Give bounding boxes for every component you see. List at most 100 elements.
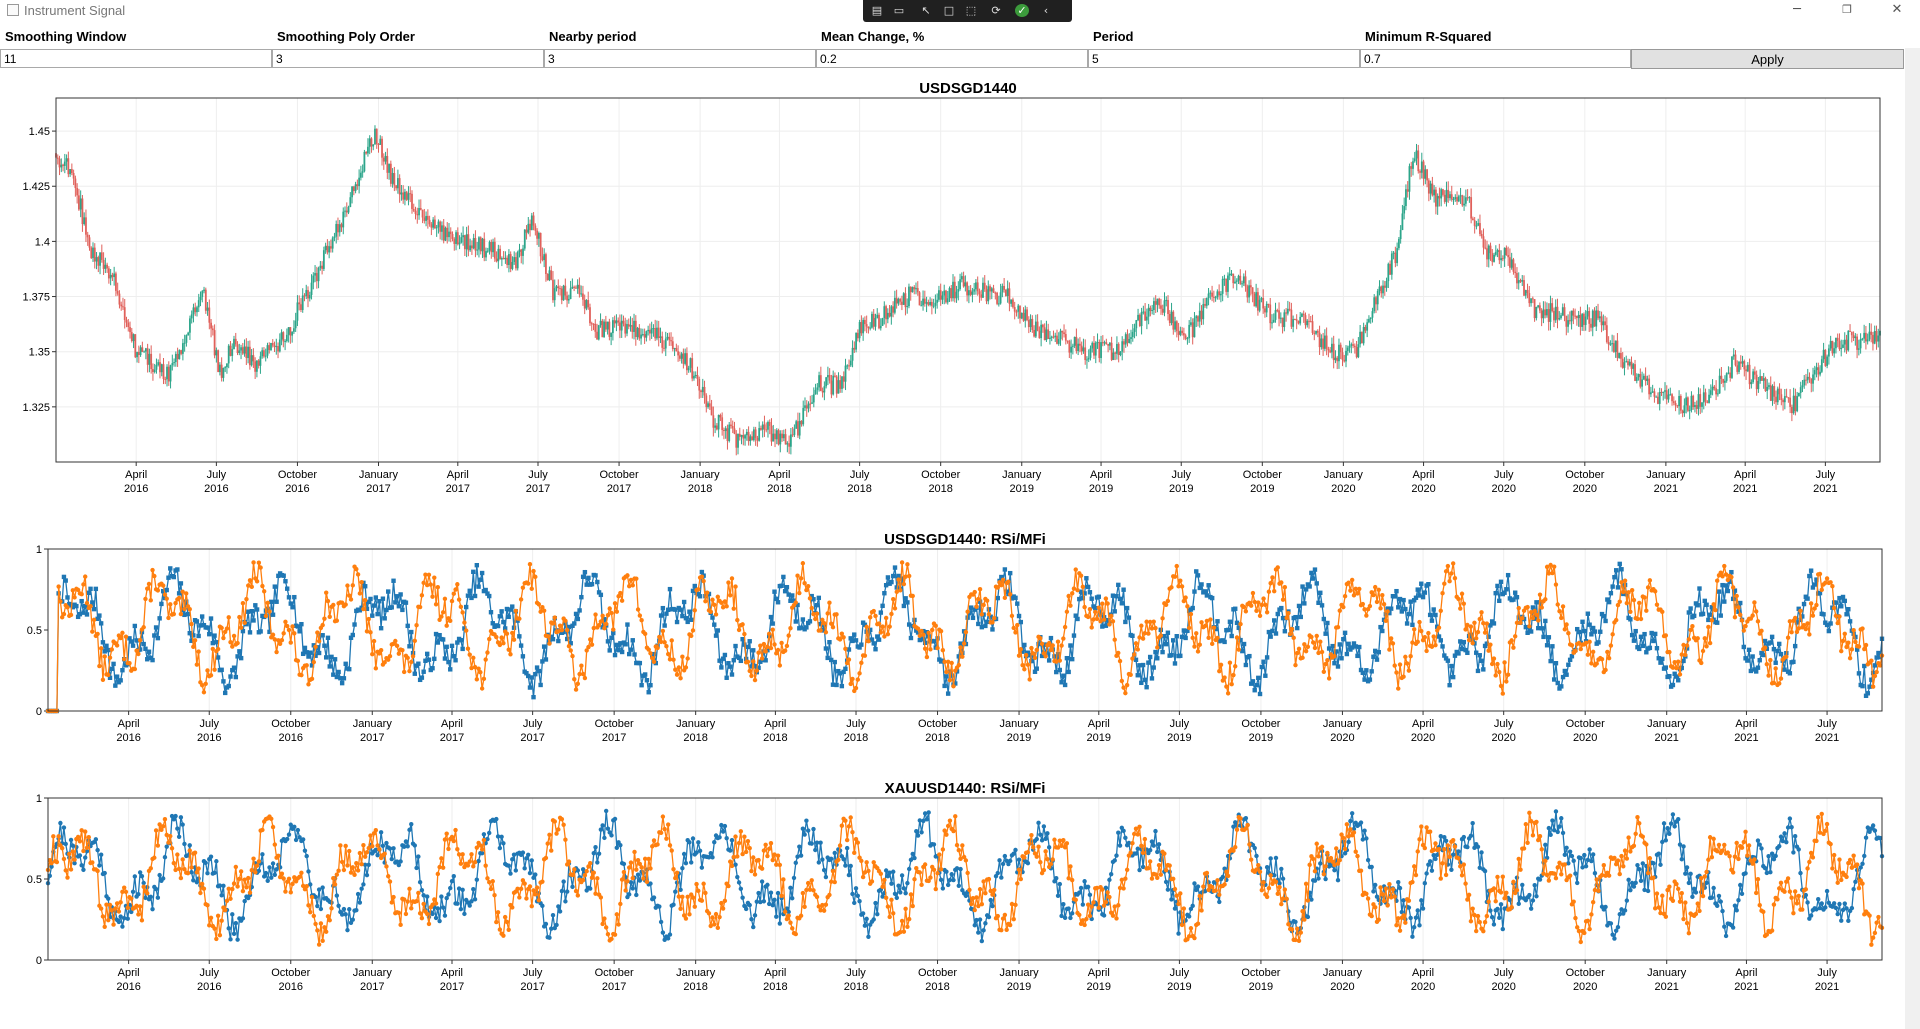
display-layout-icon[interactable]: □ [943, 4, 955, 17]
series-point [339, 600, 345, 605]
series-point [1505, 672, 1511, 677]
candle-body [724, 428, 727, 432]
series-point [735, 874, 740, 880]
collapse-icon[interactable]: ‹ [1043, 4, 1049, 17]
check-icon[interactable]: ✓ [1015, 4, 1029, 17]
candle-body [786, 443, 789, 445]
series-point [1250, 590, 1256, 596]
apply-button[interactable]: Apply [1631, 49, 1904, 69]
series-point [779, 640, 784, 646]
series-point [715, 628, 721, 633]
series-point [690, 628, 696, 633]
series-point [974, 604, 979, 609]
smoothing-window-input[interactable] [0, 49, 272, 68]
series-point [1218, 662, 1224, 668]
candle-body [1526, 290, 1529, 294]
series-point [231, 931, 237, 936]
hot-reload-icon[interactable]: ⟳ [991, 4, 1001, 17]
series-point [758, 643, 763, 648]
candle-body [1472, 218, 1474, 221]
series-point [393, 600, 398, 605]
series-point [788, 885, 793, 891]
y-tick-label: 1.45 [29, 126, 50, 138]
candle-body [1605, 325, 1608, 343]
candle-body [141, 347, 144, 352]
series-point [1303, 648, 1309, 654]
series-point [1842, 631, 1847, 636]
series-point [536, 602, 542, 607]
series-point [798, 853, 804, 858]
series-point [295, 624, 301, 629]
series-point [531, 694, 536, 700]
candle-body [694, 374, 697, 376]
debug-toolbar: ▤ ▭ ↖ □ ⬚ ⟳ ✓ ‹ [863, 0, 1072, 22]
series-point [362, 597, 368, 603]
candle-body [971, 291, 974, 295]
series-point [198, 623, 203, 628]
series-point [113, 683, 118, 688]
series-point [743, 906, 749, 912]
x-tick-label: 2017 [360, 732, 384, 743]
video-icon[interactable]: ▭ [893, 4, 905, 17]
restore-button[interactable]: ❐ [1842, 3, 1852, 16]
series-point [648, 651, 653, 656]
series-point [1032, 669, 1038, 674]
candle-body [1642, 375, 1645, 380]
series-point [463, 628, 469, 633]
series-point [1071, 586, 1077, 591]
x-tick-label: October [1241, 718, 1280, 730]
series-point [1642, 631, 1647, 637]
series-point [882, 591, 887, 596]
candle-body [1790, 406, 1793, 414]
series-point [1734, 593, 1739, 599]
mean-change-input[interactable] [816, 49, 1088, 68]
series-point [185, 611, 191, 617]
series-point [1725, 588, 1731, 594]
candle-body [1551, 303, 1554, 311]
series-point [410, 654, 416, 659]
candle-body [1197, 316, 1199, 322]
series-point [1716, 589, 1722, 594]
series-point [1146, 631, 1151, 636]
series-point [1025, 662, 1031, 667]
smoothing-poly-order-input[interactable] [272, 49, 544, 68]
candle-body [1405, 189, 1407, 207]
candle-body [999, 292, 1002, 304]
series-point [1479, 658, 1484, 664]
candle-body [1290, 309, 1293, 327]
nearby-period-input[interactable] [544, 49, 816, 68]
series-point [1124, 682, 1130, 688]
series-point [708, 851, 713, 856]
select-element-icon[interactable]: ↖ [921, 4, 931, 17]
candle-body [226, 363, 228, 368]
period-input[interactable] [1088, 49, 1360, 68]
series-point [1179, 634, 1185, 640]
live-tree-icon[interactable]: ▤ [871, 4, 883, 17]
series-point [928, 647, 933, 652]
series-point [1863, 693, 1869, 699]
series-point [233, 674, 239, 680]
series-point [751, 659, 756, 664]
series-point [1808, 568, 1814, 573]
candle-body [1323, 335, 1326, 349]
series-point [619, 598, 625, 603]
series-point [1628, 609, 1633, 615]
candle-body [120, 304, 123, 307]
series-point [315, 903, 320, 909]
candle-body [1475, 225, 1478, 227]
candle-body [261, 350, 264, 357]
track-focus-icon[interactable]: ⬚ [965, 4, 977, 17]
minimize-button[interactable]: ─ [1793, 2, 1801, 17]
min-r-squared-input[interactable] [1360, 49, 1631, 68]
series-point [839, 631, 845, 636]
x-tick-label: 2017 [520, 732, 544, 743]
series-point [906, 573, 912, 579]
series-point [596, 851, 602, 856]
x-tick-label: 2021 [1733, 483, 1757, 495]
close-button[interactable]: ✕ [1891, 2, 1903, 17]
candle-body [1200, 310, 1203, 320]
series-point [1679, 665, 1684, 671]
series-point [1396, 605, 1401, 610]
series-point [1534, 612, 1539, 617]
candle-body [1815, 367, 1818, 371]
